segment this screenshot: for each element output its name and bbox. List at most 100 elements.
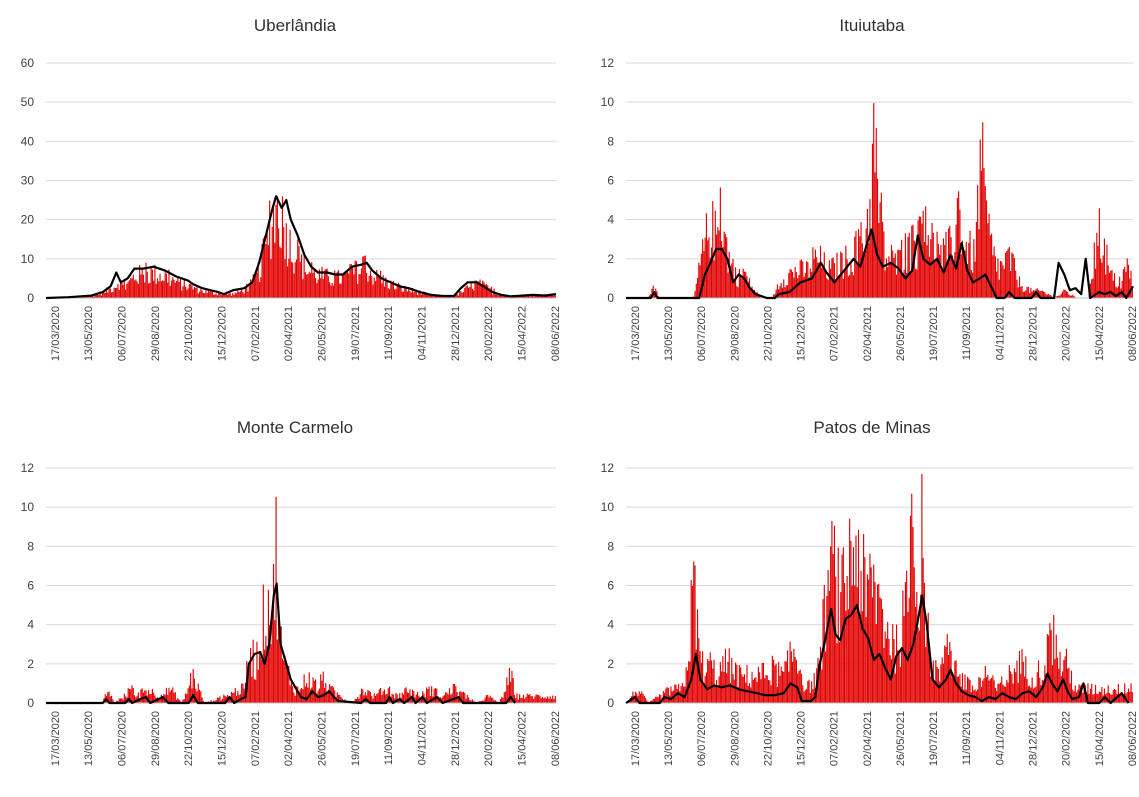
daily-bar xyxy=(888,639,889,703)
daily-bar xyxy=(193,289,194,298)
daily-bar xyxy=(722,247,723,298)
daily-bar xyxy=(379,689,380,703)
daily-bar xyxy=(295,262,296,298)
daily-bar xyxy=(1130,271,1131,298)
daily-bar xyxy=(376,694,377,703)
daily-bar xyxy=(455,686,456,703)
daily-bar xyxy=(315,278,316,298)
daily-bar xyxy=(854,237,855,298)
daily-bar xyxy=(434,689,435,703)
daily-bar xyxy=(555,696,556,703)
daily-bar xyxy=(945,647,946,703)
daily-bar xyxy=(866,228,867,298)
daily-bar xyxy=(691,580,692,703)
daily-bar xyxy=(374,278,375,298)
daily-bar xyxy=(472,289,473,298)
daily-bar xyxy=(202,291,203,298)
daily-bar xyxy=(210,291,211,298)
daily-bar xyxy=(464,288,465,298)
daily-bar xyxy=(144,283,145,298)
daily-bar xyxy=(200,289,201,298)
daily-bar xyxy=(536,694,537,703)
x-tick-label: 22/10/2020 xyxy=(762,306,774,361)
y-tick-label: 4 xyxy=(607,213,614,227)
daily-bar xyxy=(383,691,384,703)
daily-bar xyxy=(1037,672,1038,703)
daily-bar xyxy=(916,269,917,298)
daily-bar xyxy=(542,697,543,703)
daily-bar xyxy=(869,554,870,703)
daily-bar xyxy=(214,294,215,298)
daily-bar xyxy=(741,278,742,298)
daily-bar xyxy=(711,247,712,298)
daily-bar xyxy=(547,696,548,703)
daily-bar xyxy=(844,271,845,298)
daily-bar xyxy=(978,229,979,298)
daily-bar xyxy=(926,245,927,298)
x-tick-label: 15/04/2022 xyxy=(517,306,529,361)
daily-bar xyxy=(265,636,266,703)
x-tick-label: 11/09/2021 xyxy=(961,711,973,765)
daily-bar xyxy=(1073,691,1074,703)
daily-bar xyxy=(665,689,666,703)
daily-bar xyxy=(845,611,846,703)
daily-bar xyxy=(909,598,910,703)
daily-bar xyxy=(924,242,925,298)
daily-bar xyxy=(363,256,364,298)
daily-bar xyxy=(682,683,683,703)
daily-bar xyxy=(905,233,906,298)
daily-bar xyxy=(282,659,283,703)
daily-bar xyxy=(719,231,720,298)
daily-bar xyxy=(869,199,870,298)
daily-bar xyxy=(919,631,920,703)
daily-bar xyxy=(524,699,525,703)
daily-bar xyxy=(506,677,507,703)
daily-bar xyxy=(538,695,539,703)
daily-bar xyxy=(910,516,911,703)
daily-bar xyxy=(161,281,162,298)
daily-bar xyxy=(715,687,716,703)
daily-bar xyxy=(292,263,293,298)
daily-bar xyxy=(1053,615,1054,703)
y-tick-label: 12 xyxy=(21,461,35,475)
daily-bar xyxy=(1068,668,1069,703)
daily-bar xyxy=(1008,683,1009,703)
daily-bar xyxy=(318,280,319,298)
daily-bar xyxy=(1072,690,1073,703)
daily-bar xyxy=(1028,686,1029,703)
daily-bar xyxy=(1000,683,1001,703)
daily-bar xyxy=(242,292,243,298)
daily-bar xyxy=(693,561,694,703)
daily-bar xyxy=(952,677,953,703)
daily-bar xyxy=(167,283,168,298)
daily-bar xyxy=(782,671,783,703)
daily-bar xyxy=(848,276,849,298)
x-tick-label: 19/07/2021 xyxy=(350,306,362,361)
x-tick-label: 15/12/2020 xyxy=(796,711,808,766)
daily-bar xyxy=(862,243,863,298)
daily-bar xyxy=(1124,267,1125,298)
daily-bar xyxy=(746,665,747,703)
daily-bar xyxy=(258,670,259,703)
daily-bar xyxy=(999,684,1000,703)
daily-bar xyxy=(1038,661,1039,703)
daily-bar xyxy=(179,282,180,298)
daily-bar xyxy=(301,254,302,298)
daily-bar xyxy=(239,292,240,298)
daily-bar xyxy=(830,269,831,298)
daily-bar xyxy=(999,280,1000,298)
daily-bar xyxy=(981,171,982,298)
daily-bar xyxy=(159,274,160,298)
daily-bar xyxy=(807,681,808,703)
x-tick-label: 17/03/2020 xyxy=(50,711,62,766)
daily-bar xyxy=(389,687,390,703)
daily-bar xyxy=(864,254,865,298)
daily-bar xyxy=(749,683,750,703)
daily-bar xyxy=(188,289,189,298)
chart-title: Monte Carmelo xyxy=(237,418,353,437)
daily-bar xyxy=(925,206,926,298)
daily-bar xyxy=(147,272,148,298)
daily-bar xyxy=(744,674,745,703)
